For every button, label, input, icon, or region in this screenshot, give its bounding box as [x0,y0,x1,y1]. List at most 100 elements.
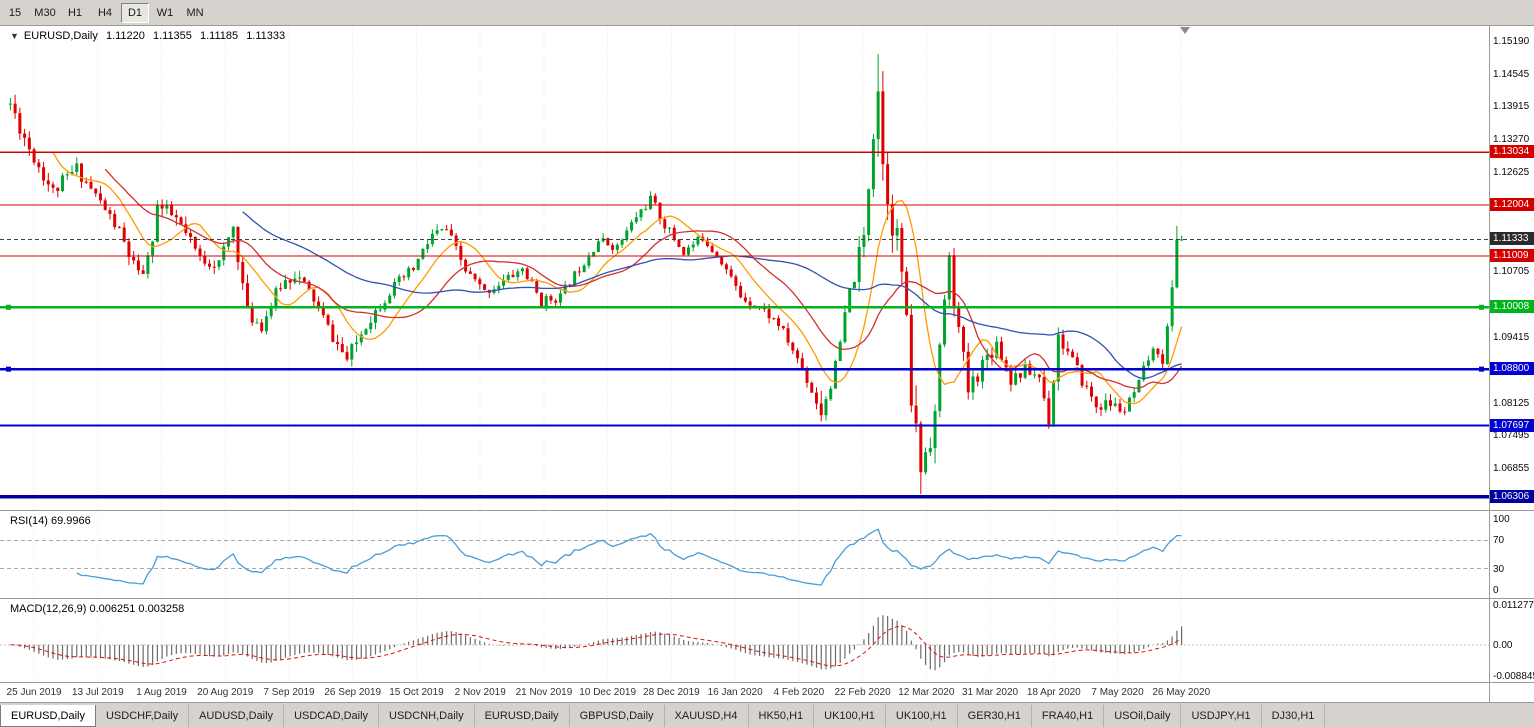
price-level-badge: 1.06306 [1490,489,1534,503]
chart-low-value: 1.11185 [199,30,239,42]
rsi-chart-canvas[interactable] [0,511,1489,598]
date-label: 26 May 2020 [1152,687,1211,698]
level-line-handle[interactable] [1479,366,1484,372]
macd-signal-line [10,625,1182,667]
chart-tab-eurusd-daily[interactable]: EURUSD,Daily [475,705,570,727]
price-axis-tick: 1.09415 [1493,331,1530,343]
time-axis[interactable]: 25 Jun 2019 13 Jul 2019 1 Aug 2019 20 Aug 2… [0,682,1534,702]
chart-tab-usdcnh-daily[interactable]: USDCNH,Daily [379,705,475,727]
chart-tab-ger30-h1[interactable]: GER30,H1 [958,705,1032,727]
timeframe-button-d1[interactable]: D1 [121,2,149,23]
macd-axis[interactable]: 0.011277 0.00 -0.008845 [1489,599,1534,682]
macd-axis-tick: -0.008845 [1493,671,1534,682]
chart-tab-usoil-daily[interactable]: USOil,Daily [1104,705,1182,727]
timeframe-button-h1[interactable]: H1 [67,6,83,19]
price-axis-tick: 1.15190 [1493,35,1530,47]
price-axis-tick: 1.07495 [1493,429,1530,441]
date-label: 1 Aug 2019 [136,687,187,698]
date-label: 25 Jun 2019 [6,687,62,698]
moving-average-line-21 [104,168,1183,389]
rsi-axis[interactable]: 100 70 30 0 [1489,511,1534,598]
moving-average-line-50 [242,211,1182,380]
rsi-axis-tick: 0 [1493,585,1499,596]
chart-high-value: 1.11355 [152,30,192,42]
chart-tab-usdchf-daily[interactable]: USDCHF,Daily [96,705,190,727]
price-level-badge: 1.08800 [1490,362,1534,376]
chart-open-value: 1.11220 [105,30,145,42]
price-axis[interactable]: 1.15190 1.14545 1.13915 1.13270 1.12625 1.107… [1489,26,1534,510]
moving-average-line-10 [52,151,1183,405]
rsi-header: RSI(14) 69.9966 [10,515,91,527]
price-axis-tick: 1.10705 [1493,265,1530,277]
chart-tab-uk100-h1[interactable]: UK100,H1 [814,705,886,727]
macd-histogram [14,615,1183,671]
chart-dropdown-icon[interactable]: ▼ [10,31,19,41]
price-axis-tick: 1.14545 [1493,68,1530,80]
chart-window: ▼ EURUSD,Daily 1.11220 1.11355 1.11185 1.… [0,26,1534,702]
chart-tab-fra40-h1[interactable]: FRA40,H1 [1032,705,1105,727]
chart-tab-hk50-h1[interactable]: HK50,H1 [749,705,815,727]
price-axis-tick: 1.13270 [1493,134,1530,146]
macd-pane: MACD(12,26,9) 0.006251 0.003258 0.011277… [0,598,1534,682]
rsi-axis-tick: 30 [1493,563,1505,575]
level-line-handle[interactable] [1479,304,1484,310]
timeframe-button-15[interactable]: 15 [8,6,22,19]
price-grid-lines [33,26,1182,510]
chart-tab-audusd-daily[interactable]: AUDUSD,Daily [189,705,285,727]
timeframe-button-m30[interactable]: M30 [34,6,56,19]
date-label: 21 Nov 2019 [515,687,573,698]
timeframe-button-w1[interactable]: W1 [156,6,174,19]
price-axis-tick: 1.13915 [1493,101,1530,113]
macd-axis-tick: 0.011277 [1493,600,1534,611]
chart-ohlc-header: ▼ EURUSD,Daily 1.11220 1.11355 1.11185 1.… [10,30,290,42]
price-level-badge: 1.13034 [1490,145,1534,159]
chart-tab-bar: EURUSD,Daily USDCHF,Daily AUDUSD,Daily USDC… [0,702,1534,727]
timeframe-button-h4[interactable]: H4 [97,6,113,19]
date-label: 16 Jan 2020 [707,687,763,698]
chart-tab-usdjpy-h1[interactable]: USDJPY,H1 [1181,705,1262,727]
rsi-axis-tick: 70 [1493,535,1505,547]
chart-tab-usdcad-daily[interactable]: USDCAD,Daily [284,705,380,727]
date-label: 12 Mar 2020 [898,687,955,698]
level-line-handle[interactable] [6,304,11,310]
level-line-handle[interactable] [6,366,11,372]
price-axis-tick: 1.08125 [1493,397,1530,409]
price-level-badge: 1.12004 [1490,198,1534,212]
chart-tab-dj30-h1[interactable]: DJ30,H1 [1262,705,1326,727]
chart-tab-xauusd-h4[interactable]: XAUUSD,H4 [665,705,749,727]
price-level-badge: 1.07697 [1490,418,1534,432]
date-label: 18 Apr 2020 [1026,687,1081,698]
rsi-axis-tick: 100 [1493,514,1510,525]
chart-tab-uk100-h1[interactable]: UK100,H1 [886,705,958,727]
macd-chart-canvas[interactable] [0,599,1489,682]
price-axis-tick: 1.12625 [1493,167,1530,179]
timeframe-button-mn[interactable]: MN [186,6,204,19]
chart-tab-eurusd-daily[interactable]: EURUSD,Daily [0,705,96,727]
rsi-pane: RSI(14) 69.9966 100 70 30 0 [0,510,1534,598]
date-label: 7 May 2020 [1091,687,1144,698]
macd-axis-tick: 0.00 [1493,639,1513,651]
chart-close-value: 1.11333 [246,30,286,42]
moving-averages-group [52,151,1183,405]
chart-tab-gbpusd-daily[interactable]: GBPUSD,Daily [570,705,665,727]
price-chart-canvas[interactable] [0,26,1489,510]
timeframe-toolbar: 15 M30 H1 H4 D1 W1 MN [0,0,1534,26]
date-label: 20 Aug 2019 [197,687,254,698]
date-label: 31 Mar 2020 [961,687,1019,698]
candlesticks-group [8,54,1184,495]
date-label: 4 Feb 2020 [773,687,825,698]
macd-header: MACD(12,26,9) 0.006251 0.003258 [10,603,185,615]
date-label: 7 Sep 2019 [263,687,315,698]
date-label: 15 Oct 2019 [389,687,444,698]
date-label: 2 Nov 2019 [454,687,506,698]
date-label: 13 Jul 2019 [71,687,124,698]
date-label: 10 Dec 2019 [579,687,637,698]
macd-grid-lines [33,599,1182,682]
level-lines-group [0,151,1489,499]
chart-shift-marker-icon[interactable] [1180,27,1190,34]
rsi-grid-lines [33,511,1182,598]
chart-symbol-label: EURUSD,Daily [23,30,98,42]
price-level-badge: 1.11009 [1490,249,1534,262]
current-price-badge: 1.11333 [1490,232,1534,246]
price-axis-tick: 1.06855 [1493,462,1530,474]
